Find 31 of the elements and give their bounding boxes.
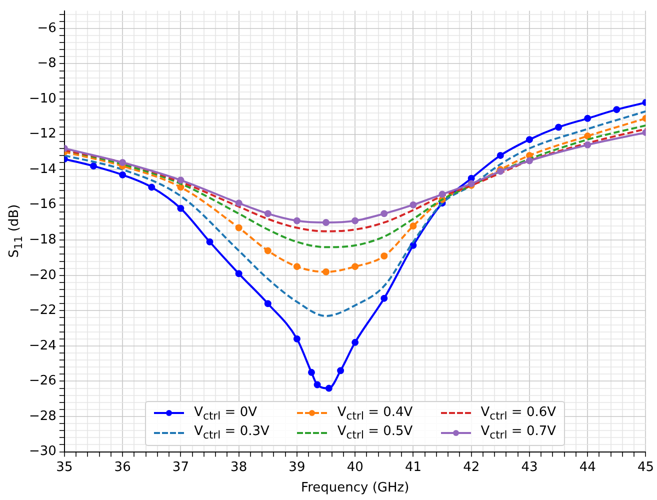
y-tick-label: −6 xyxy=(37,20,56,36)
x-tick-label: 39 xyxy=(288,460,306,475)
x-tick-label: 41 xyxy=(404,460,422,475)
y-tick-label: −8 xyxy=(37,56,56,72)
y-tick-label: −10 xyxy=(28,91,56,106)
x-tick-label: 36 xyxy=(114,460,131,475)
y-tick-label: −12 xyxy=(28,126,56,142)
y-tick-label: −30 xyxy=(28,444,56,460)
x-tick-label: 42 xyxy=(463,460,480,475)
x-tick-label: 38 xyxy=(230,460,248,475)
x-tick-label: 40 xyxy=(346,460,364,475)
y-tick-label: −14 xyxy=(28,162,56,177)
y-tick-label: −24 xyxy=(28,338,56,354)
legend-label: V$_{ctrl}$ = 0.7V xyxy=(480,424,556,442)
x-axis-title: Frequency (GHz) xyxy=(301,480,410,496)
legend-label: V$_{ctrl}$ = 0V xyxy=(194,404,257,422)
legend-label: V$_{ctrl}$ = 0.6V xyxy=(480,404,556,422)
x-tick-label: 44 xyxy=(579,460,596,475)
y-tick-label: −26 xyxy=(28,374,56,389)
y-tick-label: −16 xyxy=(28,197,56,212)
y-tick-label: −28 xyxy=(28,408,56,424)
y-tick-label: −20 xyxy=(28,268,56,283)
x-tick-label: 35 xyxy=(56,460,73,475)
x-tick-label: 37 xyxy=(172,460,189,475)
x-tick-label: 45 xyxy=(637,460,654,475)
legend-label: V$_{ctrl}$ = 0.5V xyxy=(337,424,413,442)
legend-label: V$_{ctrl}$ = 0.3V xyxy=(194,424,270,442)
y-tick-label: −18 xyxy=(28,232,56,248)
y-tick-label: −22 xyxy=(28,303,56,318)
x-tick-label: 43 xyxy=(521,460,538,475)
legend-label: V$_{ctrl}$ = 0.4V xyxy=(337,404,413,422)
